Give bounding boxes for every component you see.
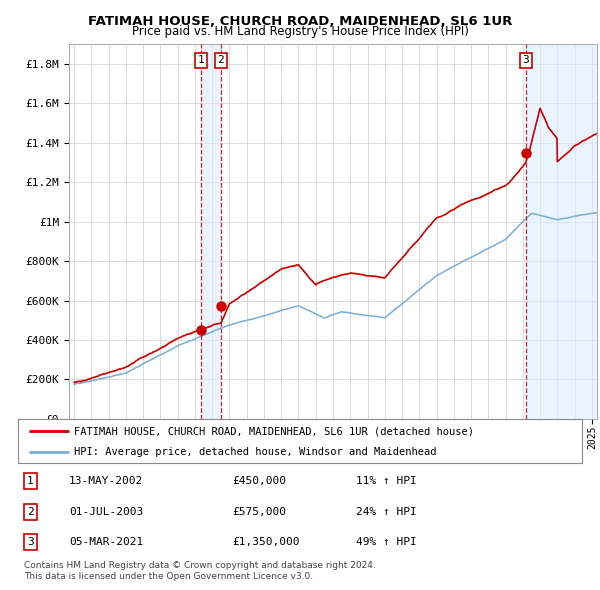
Text: Contains HM Land Registry data © Crown copyright and database right 2024.: Contains HM Land Registry data © Crown c… <box>24 560 376 569</box>
Text: This data is licensed under the Open Government Licence v3.0.: This data is licensed under the Open Gov… <box>24 572 313 581</box>
Text: FATIMAH HOUSE, CHURCH ROAD, MAIDENHEAD, SL6 1UR (detached house): FATIMAH HOUSE, CHURCH ROAD, MAIDENHEAD, … <box>74 427 475 436</box>
Text: 24% ↑ HPI: 24% ↑ HPI <box>356 507 417 517</box>
Text: £575,000: £575,000 <box>232 507 286 517</box>
Text: FATIMAH HOUSE, CHURCH ROAD, MAIDENHEAD, SL6 1UR: FATIMAH HOUSE, CHURCH ROAD, MAIDENHEAD, … <box>88 15 512 28</box>
Text: 3: 3 <box>27 537 34 548</box>
Text: Price paid vs. HM Land Registry's House Price Index (HPI): Price paid vs. HM Land Registry's House … <box>131 25 469 38</box>
Bar <box>202 44 221 419</box>
Text: £450,000: £450,000 <box>232 476 286 486</box>
Text: 2: 2 <box>217 55 224 65</box>
Text: HPI: Average price, detached house, Windsor and Maidenhead: HPI: Average price, detached house, Wind… <box>74 447 437 457</box>
Bar <box>526 44 600 419</box>
FancyBboxPatch shape <box>18 419 582 463</box>
Text: 1: 1 <box>27 476 34 486</box>
Text: 2: 2 <box>27 507 34 517</box>
Text: 3: 3 <box>523 55 529 65</box>
Text: 13-MAY-2002: 13-MAY-2002 <box>69 476 143 486</box>
Text: £1,350,000: £1,350,000 <box>232 537 300 548</box>
Text: 01-JUL-2003: 01-JUL-2003 <box>69 507 143 517</box>
Text: 11% ↑ HPI: 11% ↑ HPI <box>356 476 417 486</box>
Text: 05-MAR-2021: 05-MAR-2021 <box>69 537 143 548</box>
Text: 49% ↑ HPI: 49% ↑ HPI <box>356 537 417 548</box>
Text: 1: 1 <box>198 55 205 65</box>
